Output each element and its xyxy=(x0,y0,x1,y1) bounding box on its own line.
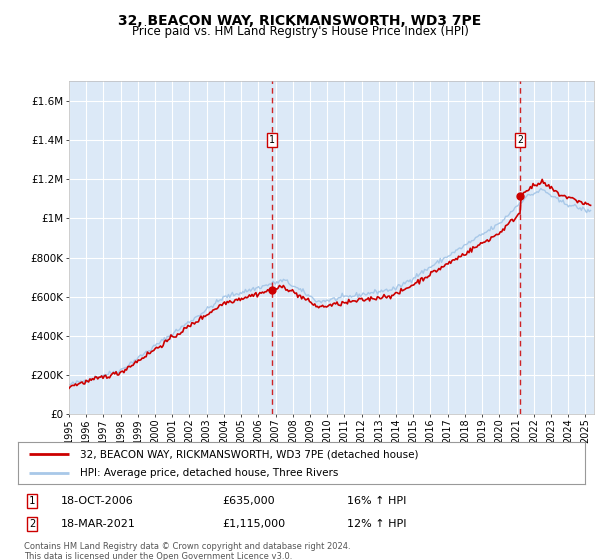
Text: 12% ↑ HPI: 12% ↑ HPI xyxy=(347,519,406,529)
Text: 16% ↑ HPI: 16% ↑ HPI xyxy=(347,496,406,506)
Text: 1: 1 xyxy=(29,496,35,506)
Text: 18-MAR-2021: 18-MAR-2021 xyxy=(61,519,136,529)
Text: Price paid vs. HM Land Registry's House Price Index (HPI): Price paid vs. HM Land Registry's House … xyxy=(131,25,469,38)
Text: 2: 2 xyxy=(29,519,35,529)
Text: 32, BEACON WAY, RICKMANSWORTH, WD3 7PE (detached house): 32, BEACON WAY, RICKMANSWORTH, WD3 7PE (… xyxy=(80,449,419,459)
Text: £635,000: £635,000 xyxy=(222,496,275,506)
Text: £1,115,000: £1,115,000 xyxy=(222,519,285,529)
Text: HPI: Average price, detached house, Three Rivers: HPI: Average price, detached house, Thre… xyxy=(80,468,339,478)
Text: 2: 2 xyxy=(517,135,523,145)
Text: 18-OCT-2006: 18-OCT-2006 xyxy=(61,496,133,506)
Text: 32, BEACON WAY, RICKMANSWORTH, WD3 7PE: 32, BEACON WAY, RICKMANSWORTH, WD3 7PE xyxy=(118,14,482,28)
Text: Contains HM Land Registry data © Crown copyright and database right 2024.
This d: Contains HM Land Registry data © Crown c… xyxy=(23,542,350,560)
Text: 1: 1 xyxy=(269,135,275,145)
